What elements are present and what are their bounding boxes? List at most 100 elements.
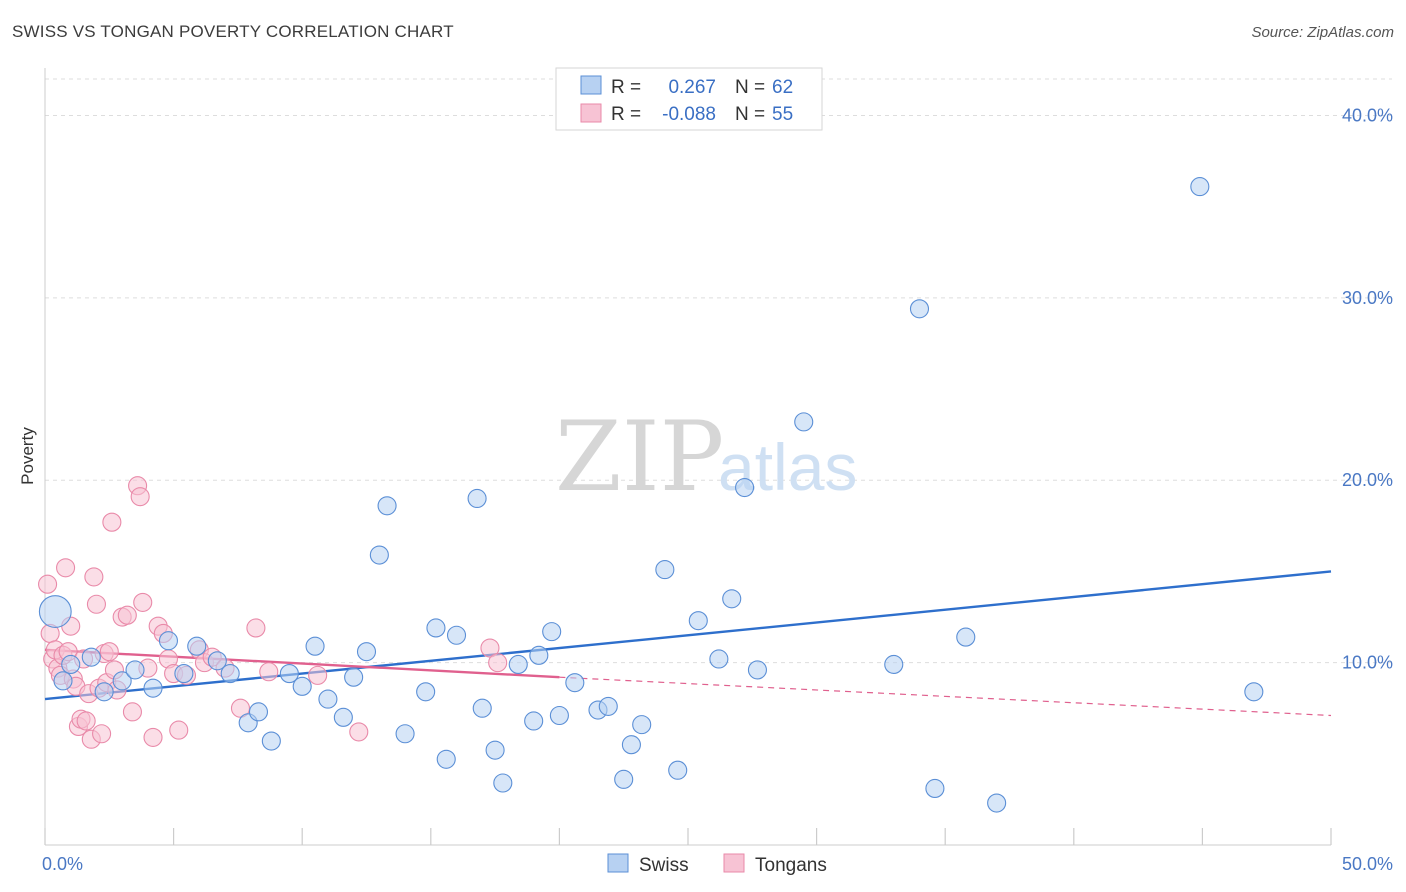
point-tongans-7 [56,558,76,578]
bottom-legend-swatch-tongans [723,853,745,873]
bottom-legend-swatch-swiss [607,853,629,873]
trend-line-swiss [44,570,1332,701]
point-swiss-29 [446,625,467,645]
point-swiss-24 [377,496,397,516]
point-tongans-30 [122,702,142,722]
point-tongans-35 [143,727,163,747]
bottom-legend: Swiss Tongans [607,853,827,876]
point-swiss-12 [220,664,240,684]
point-swiss-25 [395,724,415,744]
point-swiss-2 [61,654,81,674]
point-swiss-49 [722,589,742,609]
point-swiss-46 [668,760,688,780]
x-tick-label-0: 0.0% [42,854,83,874]
point-swiss-19 [318,689,338,709]
legend-r-value-tongans: -0.088 [662,104,716,125]
point-swiss-10 [187,636,207,656]
axes [44,68,1332,846]
point-swiss-38 [549,705,569,726]
point-tongans-19 [86,594,106,614]
point-tongans-50 [349,722,369,742]
y-tick-label-1: 20.0% [1342,470,1393,490]
point-swiss-44 [632,715,652,735]
point-swiss-52 [794,412,814,432]
trend-lines [44,570,1332,717]
point-swiss-31 [472,698,492,718]
point-swiss-22 [356,642,377,662]
point-swiss-30 [467,488,487,509]
legend-n-value-swiss: 62 [772,77,793,98]
point-swiss-35 [524,711,544,731]
data-points [38,177,1264,813]
point-swiss-47 [688,611,708,631]
point-swiss-57 [987,793,1007,813]
point-tongans-21 [92,724,112,744]
trend-line-dashed-tongans [559,676,1332,717]
point-swiss-55 [925,778,945,799]
point-swiss-41 [598,696,618,716]
point-swiss-3 [81,647,101,667]
point-swiss-0 [38,595,72,628]
legend-n-label-tongans: N = [735,104,765,125]
point-swiss-48 [709,649,729,669]
point-tongans-15 [76,711,96,731]
point-swiss-11 [207,651,227,671]
point-tongans-29 [117,605,137,625]
point-swiss-20 [333,707,353,727]
point-swiss-59 [1244,682,1264,702]
point-swiss-8 [158,631,179,651]
point-swiss-43 [621,735,641,755]
point-swiss-37 [542,622,562,642]
point-swiss-39 [565,673,585,693]
bottom-legend-label-swiss: Swiss [639,855,689,876]
point-swiss-16 [279,664,299,684]
point-swiss-23 [369,545,389,565]
point-swiss-6 [125,660,145,680]
source-label: Source: ZipAtlas.com [1251,24,1394,41]
grid-lines [45,78,1392,664]
point-tongans-0 [38,574,58,594]
point-swiss-58 [1190,177,1210,197]
point-swiss-5 [112,671,132,691]
point-swiss-56 [956,627,976,647]
y-tick-label-2: 30.0% [1342,288,1393,308]
legend-swatch-tongans [580,103,602,123]
legend-r-label-swiss: R = [611,77,641,98]
point-swiss-34 [508,654,528,674]
watermark-zip: ZIP [555,401,724,513]
point-tongans-24 [99,642,119,662]
point-swiss-32 [485,740,505,760]
point-tongans-52 [488,653,508,673]
point-swiss-1 [53,671,73,691]
point-swiss-7 [143,678,163,698]
legend-box: R = 0.267 N = 62 R = -0.088 N = 55 [555,67,823,131]
point-swiss-54 [909,299,930,319]
legend-n-label-swiss: N = [735,77,765,98]
point-swiss-50 [735,477,755,498]
point-swiss-33 [493,773,513,793]
legend-n-value-tongans: 55 [772,104,793,125]
point-tongans-32 [130,487,150,507]
point-tongans-25 [102,512,122,532]
y-axis-title: Poverty [18,427,37,485]
y-tick-label-0: 10.0% [1342,653,1393,673]
point-tongans-40 [169,720,189,740]
bottom-legend-label-tongans: Tongans [755,855,827,876]
point-swiss-26 [416,682,436,702]
point-tongans-47 [246,618,266,638]
point-swiss-28 [436,749,456,769]
point-tongans-18 [84,567,104,587]
tick-labels: 10.0% 20.0% 30.0% 40.0% 0.0% 50.0% [42,105,1393,874]
point-swiss-45 [655,560,675,580]
point-swiss-15 [261,731,281,751]
legend-r-value-swiss: 0.267 [668,77,716,98]
point-swiss-51 [747,660,767,680]
legend-r-label-tongans: R = [611,104,641,125]
point-swiss-36 [529,645,549,665]
point-swiss-17 [292,676,312,696]
trend-line-tongans [44,648,560,679]
point-swiss-4 [94,682,114,702]
point-swiss-42 [614,769,634,789]
point-swiss-14 [248,702,269,722]
